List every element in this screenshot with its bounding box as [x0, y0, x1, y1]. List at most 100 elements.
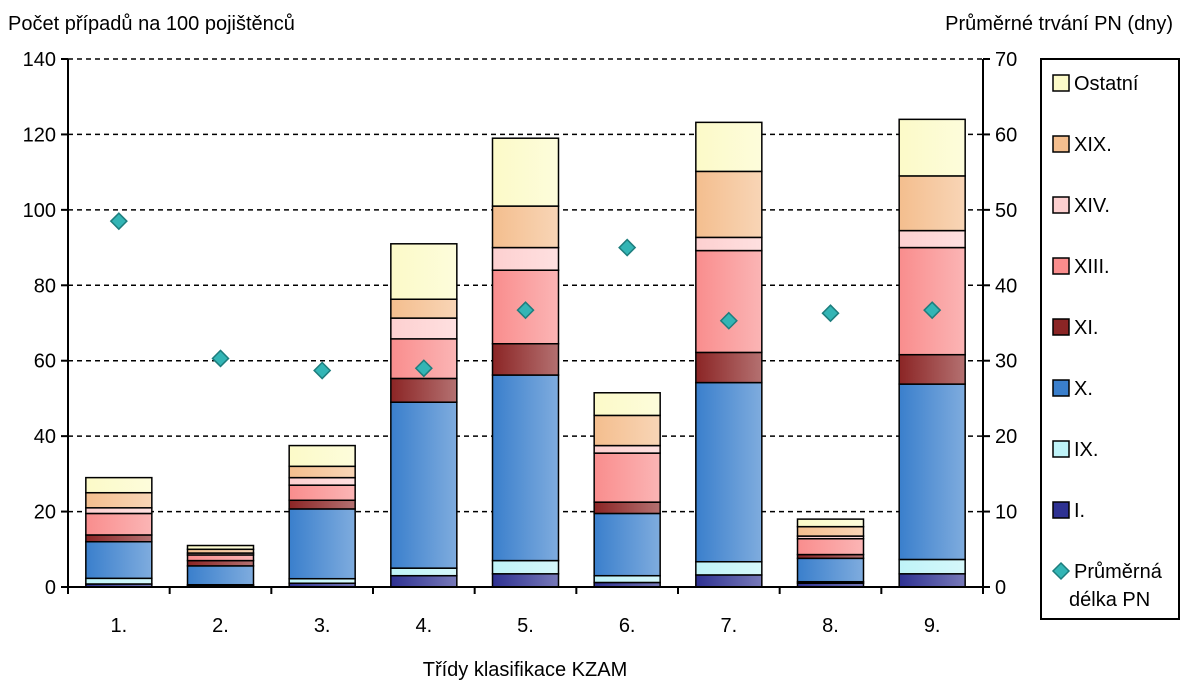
bar-segment: [593, 414, 661, 447]
y-tick-label: 0: [45, 577, 56, 599]
legend-label: IX.: [1074, 439, 1098, 461]
x-tick-label: 5.: [517, 615, 534, 637]
y2-tick-label: 0: [995, 577, 1006, 599]
y-tick-label: 100: [23, 200, 56, 222]
bar-segment: [390, 567, 458, 577]
legend-label: I.: [1074, 500, 1085, 522]
bar-segment: [898, 573, 966, 588]
bar-segment: [390, 401, 458, 569]
y-tick-label: 40: [34, 426, 56, 448]
bar-segment: [695, 574, 763, 588]
bar-segment: [593, 444, 661, 454]
bars-layer: [85, 118, 966, 588]
bar-segment: [85, 507, 153, 515]
bar-segment: [85, 540, 153, 580]
bar-segment: [288, 476, 356, 486]
bar-segment: [85, 534, 153, 543]
bar-segment: [695, 351, 763, 384]
scatter-point: [313, 361, 332, 380]
bar-segment: [390, 574, 458, 588]
legend-swatch: [1052, 379, 1070, 397]
bar-segment: [491, 573, 560, 588]
bar-segment: [593, 574, 661, 584]
legend-label: XIX.: [1074, 134, 1112, 156]
legend-swatch: [1052, 257, 1070, 275]
legend-label-continued: délka PN: [1069, 589, 1150, 611]
legend-swatch: [1052, 135, 1070, 153]
legend-swatch: [1052, 74, 1070, 92]
legend-swatch: [1052, 196, 1070, 214]
bar-segment: [288, 508, 356, 580]
x-tick-label: 7.: [720, 615, 737, 637]
x-tick-label: 2.: [212, 615, 229, 637]
scatter-layer: [109, 212, 942, 380]
scatter-point: [414, 359, 433, 378]
legend-swatch: [1052, 318, 1070, 336]
legend-label: XI.: [1074, 317, 1098, 339]
bar-segment: [898, 353, 966, 385]
y-tick-label: 20: [34, 502, 56, 524]
bar-segment: [695, 236, 763, 252]
bar-segment: [695, 560, 763, 576]
legend-label: XIV.: [1074, 195, 1110, 217]
legend-swatch: [1052, 501, 1070, 519]
bar-segment: [491, 205, 560, 249]
ticks-layer: 0 20 40 60 80 100 120 140 0 10 20 30 40 50 60 70 1. 2. 3. 4…: [23, 49, 1018, 637]
bar-segment: [796, 537, 865, 556]
bar-segment: [695, 249, 763, 354]
legend-marker: [1051, 561, 1071, 581]
y2-tick-label: 20: [995, 426, 1017, 448]
bar-segment: [186, 554, 255, 562]
bar-segment: [796, 518, 865, 528]
axes-layer: [67, 59, 984, 588]
scatter-point: [719, 311, 738, 330]
scatter-point: [618, 238, 637, 257]
bar-segment: [796, 557, 865, 583]
scatter-point: [516, 301, 535, 320]
bar-segment: [593, 512, 661, 577]
bar-segment: [796, 525, 865, 537]
x-tick-label: 1.: [110, 615, 127, 637]
x-tick-label: 8.: [822, 615, 839, 637]
bar-segment: [85, 491, 153, 509]
bar-segment: [85, 476, 153, 494]
bar-segment: [491, 374, 560, 562]
y2-axis-title: Průměrné trvání PN (dny): [945, 13, 1173, 35]
bar-segment: [390, 338, 458, 380]
scatter-point: [211, 349, 230, 368]
legend-label: X.: [1074, 378, 1093, 400]
y2-tick-label: 50: [995, 200, 1017, 222]
bar-segment: [186, 559, 255, 567]
bar-segment: [695, 381, 763, 563]
bar-segment: [898, 229, 966, 249]
scatter-point: [821, 304, 840, 323]
bar-segment: [186, 544, 255, 551]
x-axis-title: Třídy klasifikace KZAM: [423, 659, 627, 681]
bar-segment: [390, 377, 458, 403]
bar-segment: [85, 577, 153, 585]
bar-segment: [186, 565, 255, 586]
y-axis-title: Počet případů na 100 pojištěnců: [8, 13, 295, 35]
y2-tick-label: 70: [995, 49, 1017, 71]
bar-segment: [593, 392, 661, 417]
bar-segment: [593, 452, 661, 503]
bar-segment: [695, 170, 763, 239]
legend-label: XIII.: [1074, 256, 1110, 278]
bar-segment: [695, 121, 763, 173]
bar-segment: [288, 444, 356, 468]
x-tick-label: 6.: [619, 615, 636, 637]
y-tick-label: 60: [34, 351, 56, 373]
bar-segment: [898, 118, 966, 177]
bar-segment: [288, 484, 356, 502]
scatter-point: [923, 301, 942, 320]
bar-segment: [491, 342, 560, 376]
bar-segment: [288, 465, 356, 479]
legend-label: Ostatní: [1074, 73, 1139, 95]
bar-segment: [390, 317, 458, 340]
legend: Ostatní XIX. XIV. XIII. XI. X. IX. I. Průměrná dé…: [1040, 58, 1180, 620]
x-tick-label: 3.: [314, 615, 331, 637]
y-tick-label: 80: [34, 275, 56, 297]
bar-segment: [898, 383, 966, 561]
